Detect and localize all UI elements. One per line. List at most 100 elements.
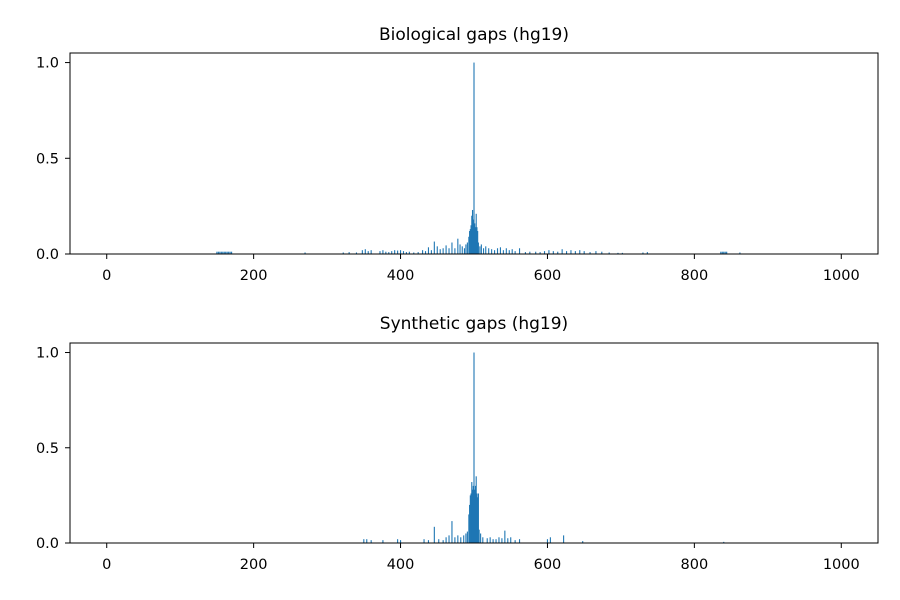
y-tick-label-2: 0.5 xyxy=(36,441,59,457)
bar-2 xyxy=(482,537,484,543)
bar-1 xyxy=(219,251,221,254)
x-tick-label-2: 600 xyxy=(534,557,562,573)
bar-1 xyxy=(422,250,424,254)
bar-1 xyxy=(472,219,474,254)
bar-1 xyxy=(514,251,516,254)
bar-1 xyxy=(561,249,563,254)
bar-1 xyxy=(720,251,722,254)
bar-2 xyxy=(563,535,565,543)
bar-2 xyxy=(382,540,384,543)
bar-1 xyxy=(491,249,493,254)
bar-2 xyxy=(495,539,497,543)
bar-1 xyxy=(480,244,482,254)
bar-1 xyxy=(508,250,510,254)
bar-1 xyxy=(457,238,459,254)
bar-1 xyxy=(485,246,487,254)
bar-1 xyxy=(382,250,384,254)
bar-1 xyxy=(417,252,419,254)
bar-1 xyxy=(385,251,387,254)
bar-2 xyxy=(472,485,474,543)
bar-1 xyxy=(518,248,521,254)
bar-1 xyxy=(231,251,233,254)
bar-1 xyxy=(483,248,485,254)
bar-2 xyxy=(445,537,447,543)
bar-1 xyxy=(304,252,306,254)
bar-2 xyxy=(423,539,425,543)
bar-2 xyxy=(510,537,512,543)
bar-1 xyxy=(459,244,461,254)
bar-2 xyxy=(475,476,477,543)
x-tick-label-1: 0 xyxy=(102,268,111,284)
bar-1 xyxy=(726,251,728,254)
bar-1 xyxy=(388,252,390,254)
bar-1 xyxy=(496,248,499,254)
bar-2 xyxy=(469,504,471,543)
bar-1 xyxy=(474,227,477,254)
bar-1 xyxy=(642,252,644,254)
bar-1 xyxy=(535,251,537,254)
bar-1 xyxy=(488,248,490,254)
bar-2 xyxy=(477,497,479,543)
bar-2 xyxy=(471,489,474,543)
bar-1 xyxy=(621,252,623,254)
bar-2 xyxy=(474,485,477,543)
plot-area-1 xyxy=(69,52,879,255)
bar-1 xyxy=(739,252,741,254)
bar-2 xyxy=(478,529,480,543)
y-tick-label-1: 0.0 xyxy=(36,247,59,263)
bar-2 xyxy=(474,489,476,543)
bar-1 xyxy=(465,244,467,254)
bar-2 xyxy=(463,535,465,543)
bar-1 xyxy=(405,252,407,254)
bar-1 xyxy=(477,231,479,254)
bar-1 xyxy=(463,248,465,254)
bar-1 xyxy=(469,231,471,254)
bar-2 xyxy=(451,521,453,543)
bar-2 xyxy=(476,493,478,543)
bar-1 xyxy=(471,209,474,254)
bar-2 xyxy=(723,541,725,543)
bar-1 xyxy=(223,251,225,254)
x-tick-label-1: 200 xyxy=(240,268,268,284)
x-tick-label-2: 1000 xyxy=(823,557,860,573)
bar-1 xyxy=(511,249,513,254)
bar-1 xyxy=(445,245,447,254)
x-tick-label-1: 600 xyxy=(534,268,562,284)
bar-2 xyxy=(469,495,471,543)
subplot-2-title: Synthetic gaps (hg19) xyxy=(380,314,568,334)
bar-1 xyxy=(430,250,432,254)
bar-1 xyxy=(469,229,471,254)
bar-1 xyxy=(225,251,227,254)
bar-1 xyxy=(539,252,541,254)
bar-2 xyxy=(507,538,509,543)
bar-1 xyxy=(583,251,585,254)
bar-1 xyxy=(473,62,475,254)
bar-1 xyxy=(646,252,648,254)
bar-2 xyxy=(546,539,548,543)
bar-1 xyxy=(548,250,550,254)
bar-1 xyxy=(543,251,546,254)
bar-1 xyxy=(476,227,478,254)
bar-1 xyxy=(479,246,481,254)
subplot-1-title: Biological gaps (hg19) xyxy=(379,25,569,45)
bar-1 xyxy=(552,251,554,254)
bar-1 xyxy=(470,225,472,254)
x-tick-label-1: 1000 xyxy=(823,268,860,284)
bar-1 xyxy=(601,251,603,254)
bar-1 xyxy=(475,213,477,254)
bar-1 xyxy=(217,251,219,254)
bar-1 xyxy=(474,223,476,254)
bar-1 xyxy=(721,251,723,254)
bar-2 xyxy=(514,540,516,543)
bar-1 xyxy=(408,251,410,254)
bar-1 xyxy=(589,252,591,254)
bar-1 xyxy=(579,250,581,254)
bar-1 xyxy=(448,248,450,254)
bar-1 xyxy=(348,252,350,254)
bar-2 xyxy=(492,539,494,543)
bar-1 xyxy=(595,251,597,254)
y-tick-label-2: 0.0 xyxy=(36,536,59,552)
bar-1 xyxy=(342,252,344,254)
bar-1 xyxy=(355,252,358,254)
